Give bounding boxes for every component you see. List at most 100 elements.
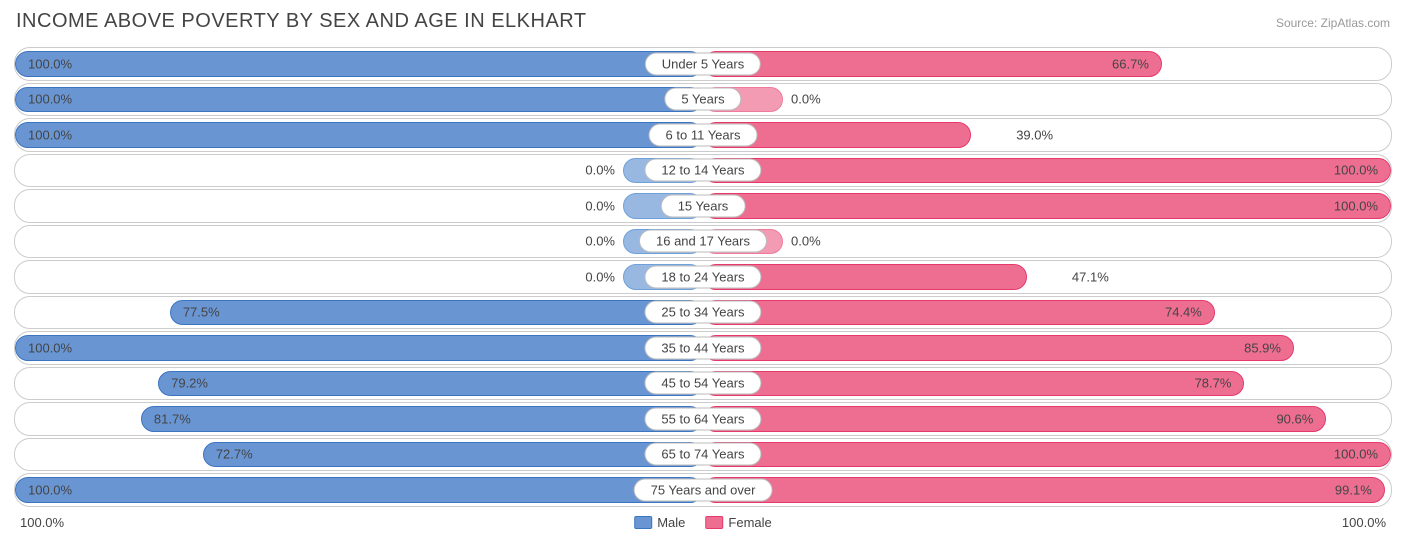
female-half: 90.6% xyxy=(703,403,1391,435)
age-label: Under 5 Years xyxy=(645,52,761,75)
female-value-label: 100.0% xyxy=(1334,198,1378,213)
female-bar: 74.4% xyxy=(703,300,1215,326)
female-bar: 99.1% xyxy=(703,477,1385,503)
chart-row: 0.0% 100.0% 15 Years xyxy=(14,189,1392,223)
female-bar: 78.7% xyxy=(703,371,1244,397)
chart-row: 100.0% 85.9% 35 to 44 Years xyxy=(14,331,1392,365)
female-bar: 100.0% xyxy=(703,158,1391,184)
male-half: 100.0% xyxy=(15,119,703,151)
male-half: 0.0% xyxy=(15,190,703,222)
female-value-label: 78.7% xyxy=(1195,376,1232,391)
chart-row: 100.0% 39.0% 6 to 11 Years xyxy=(14,118,1392,152)
chart-row: 0.0% 100.0% 12 to 14 Years xyxy=(14,154,1392,188)
chart-row: 100.0% 66.7% Under 5 Years xyxy=(14,47,1392,81)
male-bar: 100.0% xyxy=(15,87,703,113)
female-value-label: 99.1% xyxy=(1335,482,1372,497)
female-swatch-icon xyxy=(705,516,723,529)
female-half: 66.7% xyxy=(703,48,1391,80)
axis-right-label: 100.0% xyxy=(1342,515,1386,530)
age-label: 5 Years xyxy=(664,88,741,111)
butterfly-chart: 100.0% 66.7% Under 5 Years 100.0% 0.0% 5 Year… xyxy=(14,47,1392,507)
female-value-label: 100.0% xyxy=(1334,447,1378,462)
male-value-label: 100.0% xyxy=(28,340,72,355)
female-half: 99.1% xyxy=(703,474,1391,506)
age-label: 65 to 74 Years xyxy=(644,443,761,466)
chart-row: 72.7% 100.0% 65 to 74 Years xyxy=(14,438,1392,472)
chart-legend: Male Female xyxy=(634,515,772,530)
male-half: 81.7% xyxy=(15,403,703,435)
age-label: 12 to 14 Years xyxy=(644,159,761,182)
chart-row: 0.0% 47.1% 18 to 24 Years xyxy=(14,260,1392,294)
male-half: 100.0% xyxy=(15,84,703,116)
male-bar: 72.7% xyxy=(203,442,703,468)
female-bar: 66.7% xyxy=(703,51,1162,77)
female-value-label: 66.7% xyxy=(1112,56,1149,71)
male-half: 0.0% xyxy=(15,226,703,258)
female-value-label: 39.0% xyxy=(1016,127,1053,142)
male-bar: 100.0% xyxy=(15,477,703,503)
chart-source: Source: ZipAtlas.com xyxy=(1276,16,1390,30)
chart-title: INCOME ABOVE POVERTY BY SEX AND AGE IN E… xyxy=(16,10,587,33)
male-half: 100.0% xyxy=(15,474,703,506)
female-half: 100.0% xyxy=(703,155,1391,187)
male-value-label: 100.0% xyxy=(28,92,72,107)
male-bar: 100.0% xyxy=(15,335,703,361)
female-value-label: 0.0% xyxy=(791,234,821,249)
female-half: 100.0% xyxy=(703,190,1391,222)
female-value-label: 85.9% xyxy=(1244,340,1281,355)
female-value-label: 47.1% xyxy=(1072,269,1109,284)
female-half: 85.9% xyxy=(703,332,1391,364)
female-half: 74.4% xyxy=(703,297,1391,329)
male-value-label: 81.7% xyxy=(154,411,191,426)
chart-row: 100.0% 0.0% 5 Years xyxy=(14,83,1392,117)
male-half: 0.0% xyxy=(15,261,703,293)
female-half: 100.0% xyxy=(703,439,1391,471)
female-half: 39.0% xyxy=(703,119,1391,151)
chart-row: 77.5%74.4%25 to 34 Years xyxy=(14,296,1392,330)
female-bar: 90.6% xyxy=(703,406,1326,432)
male-value-label: 0.0% xyxy=(585,234,615,249)
male-half: 77.5% xyxy=(15,297,703,329)
male-value-label: 77.5% xyxy=(183,305,220,320)
male-value-label: 100.0% xyxy=(28,127,72,142)
female-half: 78.7% xyxy=(703,368,1391,400)
male-half: 72.7% xyxy=(15,439,703,471)
axis-left-label: 100.0% xyxy=(20,515,64,530)
age-label: 75 Years and over xyxy=(634,478,773,501)
age-label: 18 to 24 Years xyxy=(644,265,761,288)
chart-row: 81.7% 90.6% 55 to 64 Years xyxy=(14,402,1392,436)
female-value-label: 90.6% xyxy=(1276,411,1313,426)
male-bar: 81.7% xyxy=(141,406,703,432)
male-half: 100.0% xyxy=(15,332,703,364)
female-value-label: 100.0% xyxy=(1334,163,1378,178)
age-label: 16 and 17 Years xyxy=(639,230,767,253)
chart-row: 0.0% 0.0% 16 and 17 Years xyxy=(14,225,1392,259)
male-bar: 100.0% xyxy=(15,122,703,148)
legend-female: Female xyxy=(705,515,771,530)
age-label: 15 Years xyxy=(661,194,746,217)
female-value-label: 74.4% xyxy=(1165,305,1202,320)
female-half: 0.0% xyxy=(703,226,1391,258)
female-bar: 100.0% xyxy=(703,193,1391,219)
male-value-label: 100.0% xyxy=(28,482,72,497)
female-bar: 100.0% xyxy=(703,442,1391,468)
age-label: 55 to 64 Years xyxy=(644,407,761,430)
age-label: 6 to 11 Years xyxy=(649,123,758,146)
female-value-label: 0.0% xyxy=(791,92,821,107)
male-value-label: 72.7% xyxy=(216,447,253,462)
male-half: 0.0% xyxy=(15,155,703,187)
male-value-label: 0.0% xyxy=(585,269,615,284)
chart-row: 79.2%78.7%45 to 54 Years xyxy=(14,367,1392,401)
female-bar: 85.9% xyxy=(703,335,1294,361)
male-value-label: 0.0% xyxy=(585,163,615,178)
legend-male-label: Male xyxy=(657,515,685,530)
male-bar: 100.0% xyxy=(15,51,703,77)
male-bar: 79.2% xyxy=(158,371,703,397)
male-half: 100.0% xyxy=(15,48,703,80)
male-bar: 77.5% xyxy=(170,300,703,326)
female-half: 47.1% xyxy=(703,261,1391,293)
legend-male: Male xyxy=(634,515,685,530)
male-value-label: 79.2% xyxy=(171,376,208,391)
male-value-label: 100.0% xyxy=(28,56,72,71)
age-label: 35 to 44 Years xyxy=(644,336,761,359)
